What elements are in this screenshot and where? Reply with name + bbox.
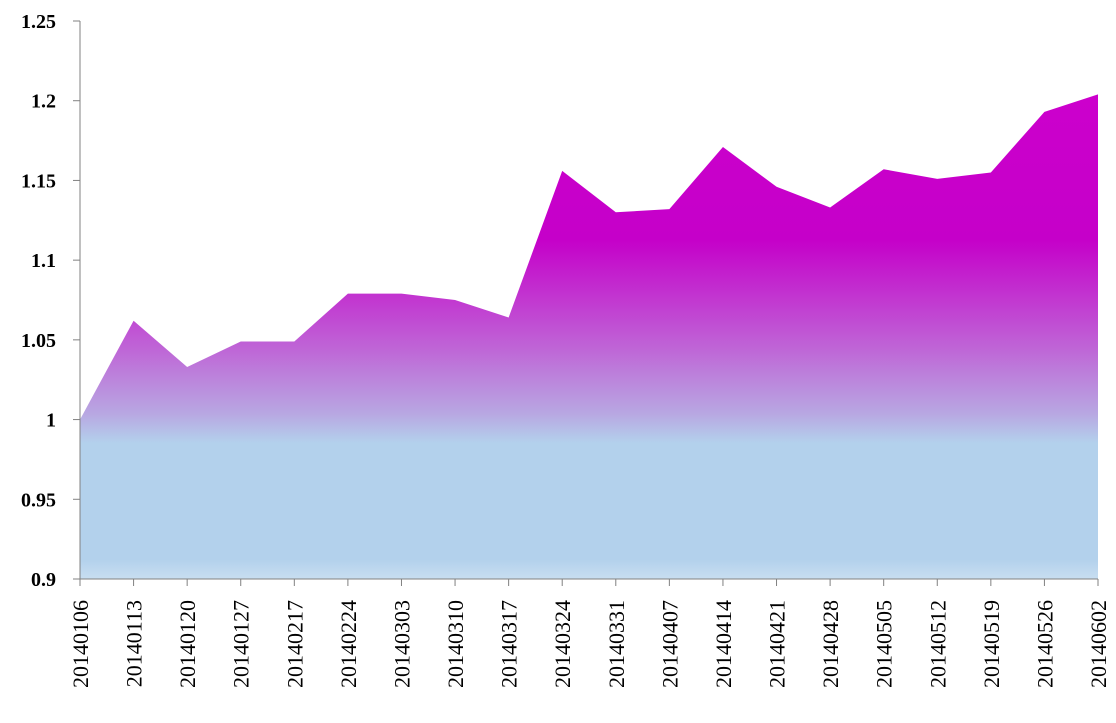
x-tick-label: 20140224 [336,600,361,688]
x-tick-label: 20140519 [979,600,1004,688]
x-tick-label: 20140113 [122,600,147,687]
x-tick-label: 20140505 [872,600,897,688]
x-tick-label: 20140428 [818,600,843,688]
y-tick-label: 1.2 [31,91,56,113]
y-tick-label: 1.25 [21,11,56,33]
x-axis-tick-labels: 20140106 20140113 20140120 20140127 20140217… [68,579,1111,688]
y-tick-label: 0.95 [21,489,56,511]
axes [79,21,1098,580]
x-tick-label: 20140310 [443,600,468,688]
x-tick-label: 20140324 [550,600,575,688]
x-tick-label: 20140331 [604,600,629,688]
x-tick-label: 20140106 [68,600,93,688]
x-tick-label: 20140512 [925,600,950,688]
area-series [80,94,1098,579]
y-tick-label: 1.15 [21,170,56,192]
x-tick-label: 20140421 [765,600,790,688]
x-tick-label: 20140127 [229,600,254,688]
x-tick-label: 20140317 [497,600,522,688]
y-tick-label: 1.05 [21,330,56,352]
y-axis-tick-labels: 0.9 0.95 1 1.05 1.1 1.15 1.2 1.25 [21,11,80,591]
x-tick-label: 20140602 [1086,600,1111,688]
area-series-layer [80,94,1098,579]
x-tick-label: 20140120 [175,600,200,688]
y-tick-label: 1 [46,410,56,432]
x-tick-label: 20140407 [657,600,682,688]
x-tick-label: 20140303 [389,600,414,688]
y-tick-label: 1.1 [31,250,56,272]
x-tick-label: 20140217 [282,600,307,688]
y-tick-label: 0.9 [31,569,56,591]
x-tick-label: 20140526 [1032,600,1057,688]
x-tick-label: 20140414 [711,600,736,688]
